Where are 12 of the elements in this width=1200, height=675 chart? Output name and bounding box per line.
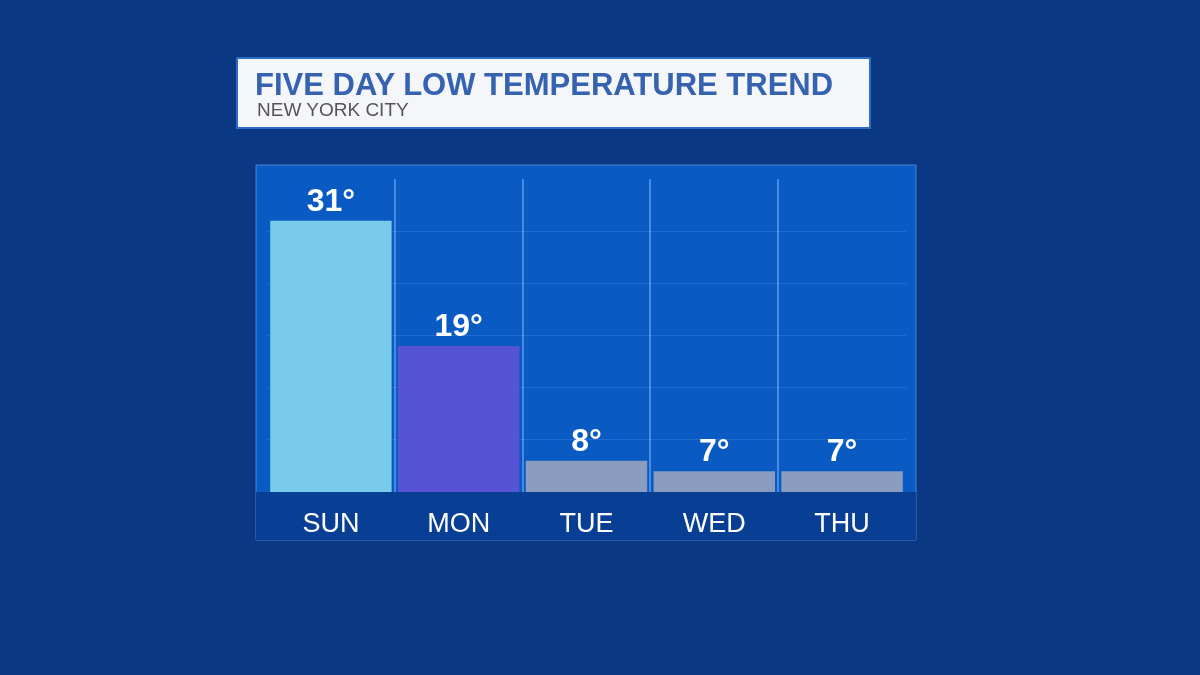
data-label: 19° bbox=[434, 306, 483, 343]
x-tick-label: THU bbox=[814, 508, 870, 538]
x-tick-label: SUN bbox=[302, 508, 360, 538]
x-tick-label: MON bbox=[427, 508, 491, 538]
data-label: 7° bbox=[826, 432, 858, 469]
chart-title: FIVE DAY LOW TEMPERATURE TREND bbox=[255, 66, 834, 102]
data-label: 8° bbox=[571, 421, 602, 458]
x-tick-label: WED bbox=[682, 508, 746, 538]
data-label: 7° bbox=[699, 432, 730, 469]
x-tick-label: TUE bbox=[559, 508, 614, 538]
chart-subtitle: NEW YORK CITY bbox=[257, 99, 409, 120]
data-label: 31° bbox=[306, 181, 356, 218]
